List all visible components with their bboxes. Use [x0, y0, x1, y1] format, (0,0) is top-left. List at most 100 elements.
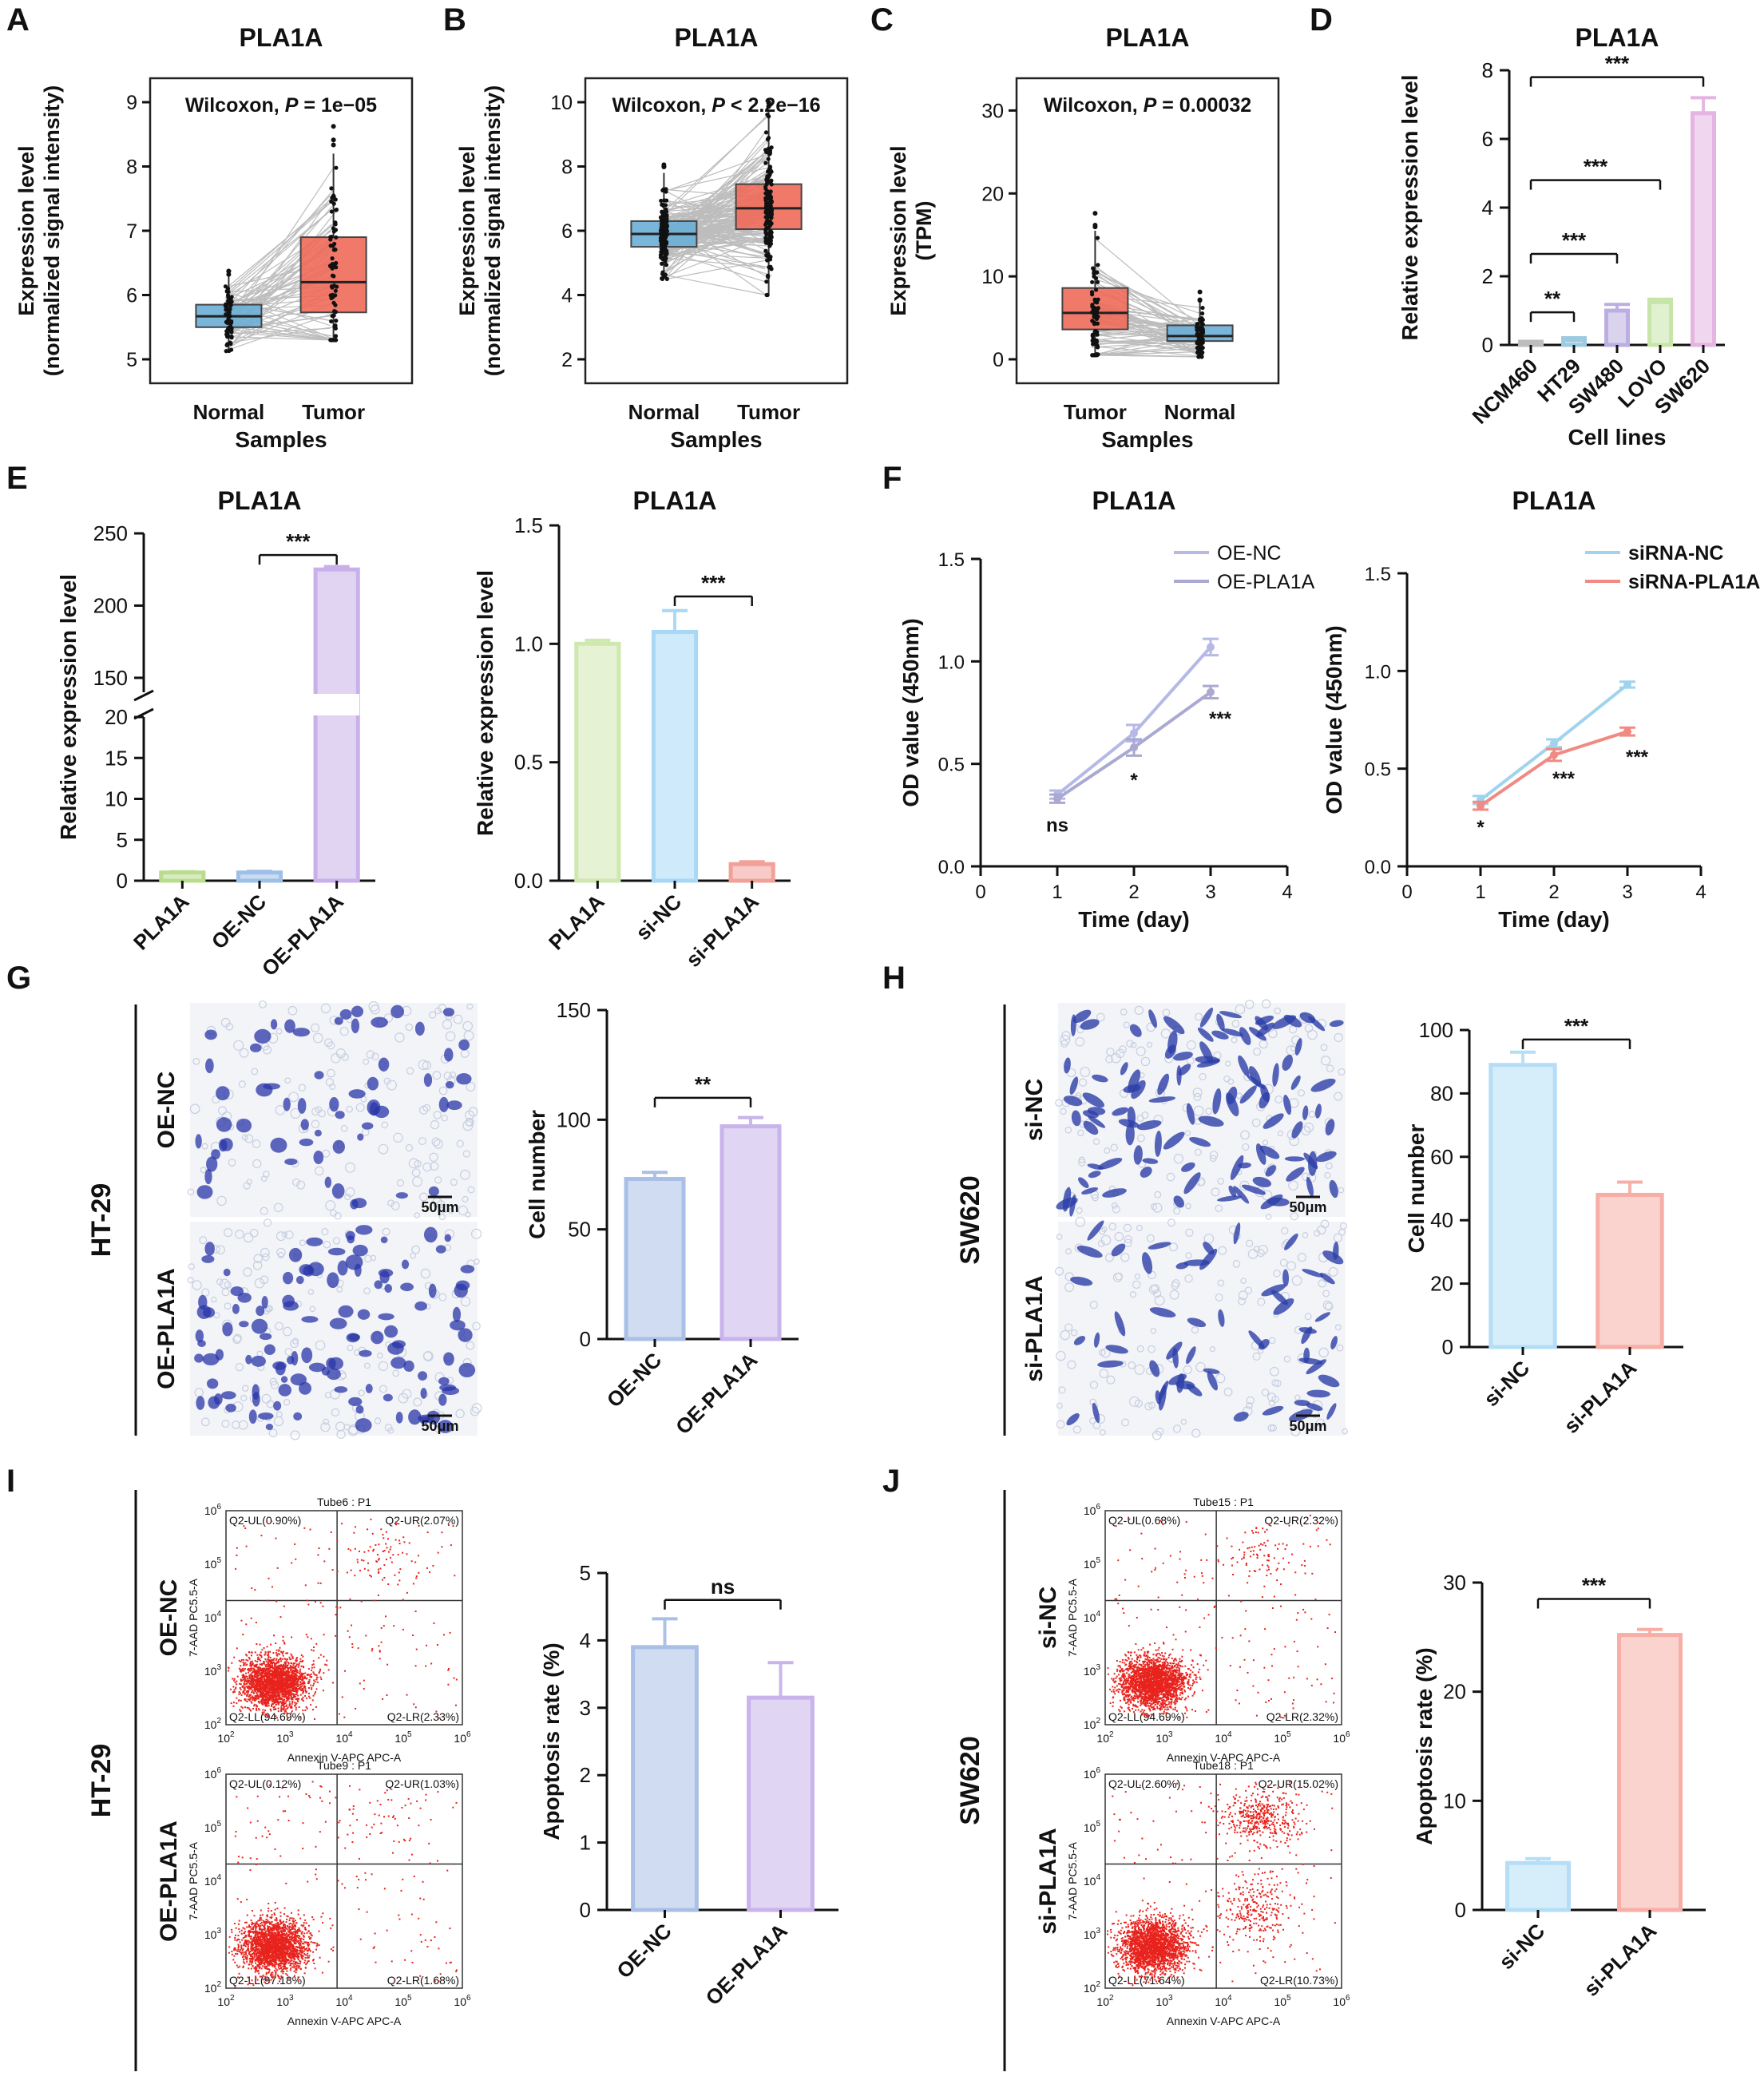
event-dot: [261, 1694, 264, 1697]
membrane-pore: [1061, 1031, 1071, 1040]
membrane-pore: [187, 1188, 195, 1196]
membrane-pore: [466, 1003, 474, 1010]
event-dot: [412, 1583, 414, 1585]
membrane-pore: [387, 1199, 395, 1207]
event-dot: [232, 1686, 235, 1688]
membrane-pore: [1089, 1417, 1096, 1424]
membrane-pore: [439, 1204, 449, 1214]
membrane-pore: [1238, 1297, 1247, 1305]
event-dot: [426, 1644, 428, 1646]
bar-oe-pla1a: [313, 567, 360, 883]
y-tick-label: 9: [126, 92, 137, 114]
membrane-pore: [1192, 1088, 1203, 1098]
stained-cell: [1283, 1014, 1302, 1028]
membrane-pore: [232, 1335, 242, 1345]
data-point: [1200, 340, 1205, 345]
data-point: [1195, 322, 1199, 327]
membrane-pore: [1291, 1275, 1302, 1286]
significance-label: ***: [701, 571, 726, 595]
micrograph-H-bottom: 50μm: [1055, 1216, 1348, 1440]
event-dot: [283, 1684, 286, 1686]
event-dot: [245, 1682, 248, 1685]
paired-line: [667, 260, 767, 279]
event-dot: [291, 1703, 293, 1706]
event-dot: [343, 1670, 346, 1672]
event-dot: [287, 1674, 290, 1676]
event-dot: [248, 1671, 250, 1674]
flow-y-tick: 103: [204, 1927, 222, 1941]
box-normal: [195, 268, 263, 354]
membrane-pore: [216, 1245, 225, 1255]
stained-cell: [378, 1268, 394, 1278]
data-point: [661, 204, 666, 208]
data-point: [332, 241, 337, 247]
significance-label: ***: [1626, 747, 1649, 768]
event-dot: [265, 1660, 268, 1662]
membrane-pore: [363, 1058, 370, 1065]
event-dot: [246, 1701, 248, 1703]
membrane-pore: [1267, 1393, 1277, 1402]
stained-cell: [1069, 1076, 1079, 1095]
annotation-value: = 0.00032: [1156, 94, 1251, 117]
event-dot: [284, 1708, 287, 1710]
stained-cell: [401, 1259, 410, 1270]
panel-letters: A B C DE FG HI J: [6, 2, 1333, 1499]
stained-cell: [351, 1018, 360, 1034]
event-dot: [314, 1601, 316, 1603]
event-dot: [415, 1577, 418, 1579]
event-dot: [437, 1551, 439, 1554]
y-tick-label: 50: [568, 1218, 591, 1242]
paired-line: [665, 235, 771, 277]
membrane-pore: [220, 1017, 231, 1028]
event-dot: [386, 1694, 388, 1697]
event-dot: [389, 1556, 391, 1559]
event-dot: [254, 1690, 256, 1693]
membrane-pore: [1106, 1048, 1115, 1056]
membrane-pore: [1154, 1191, 1162, 1199]
event-dot: [382, 1534, 384, 1536]
membrane-pore: [1091, 1194, 1099, 1202]
membrane-pore: [1055, 1099, 1063, 1107]
stained-cell: [1176, 1065, 1182, 1086]
event-dot: [283, 1642, 285, 1644]
event-dot: [326, 1659, 328, 1662]
membrane-pore: [332, 1237, 341, 1245]
event-dot: [272, 1701, 275, 1703]
event-dot: [267, 1662, 269, 1664]
event-dot: [292, 1694, 295, 1696]
stained-cell: [408, 1409, 422, 1425]
membrane-pore: [460, 1296, 471, 1307]
stained-cell: [1306, 1403, 1323, 1411]
event-dot: [291, 1671, 294, 1674]
stained-cell: [1114, 1311, 1126, 1337]
data-point: [659, 225, 664, 231]
event-dot: [279, 1670, 282, 1673]
event-dot: [290, 1653, 292, 1655]
event-dot: [350, 1549, 352, 1551]
membrane-pore: [1134, 1273, 1140, 1280]
event-dot: [299, 1717, 302, 1719]
quadrant-ul: Q2-UL(0.90%): [229, 1514, 301, 1527]
membrane-pore: [466, 1081, 476, 1092]
event-dot: [354, 1575, 356, 1577]
y-tick-label: 10: [981, 266, 1004, 288]
data-point: [1207, 643, 1215, 652]
stained-cell: [230, 1286, 244, 1297]
event-dot: [284, 1691, 287, 1694]
event-dot: [275, 1703, 277, 1706]
event-dot: [255, 1689, 257, 1691]
event-dot: [273, 1708, 276, 1710]
membrane-pore: [411, 1168, 421, 1178]
event-dot: [279, 1685, 282, 1687]
event-dot: [311, 1699, 314, 1702]
stained-cell: [1302, 1105, 1309, 1120]
data-point: [224, 312, 228, 317]
membrane-pore: [445, 1031, 456, 1042]
data-point: [767, 180, 771, 184]
event-dot: [280, 1710, 283, 1713]
event-dot: [276, 1678, 279, 1681]
event-dot: [295, 1671, 298, 1674]
event-dot: [248, 1709, 251, 1711]
event-dot: [282, 1639, 284, 1642]
x-tick-label: 0: [975, 882, 985, 903]
